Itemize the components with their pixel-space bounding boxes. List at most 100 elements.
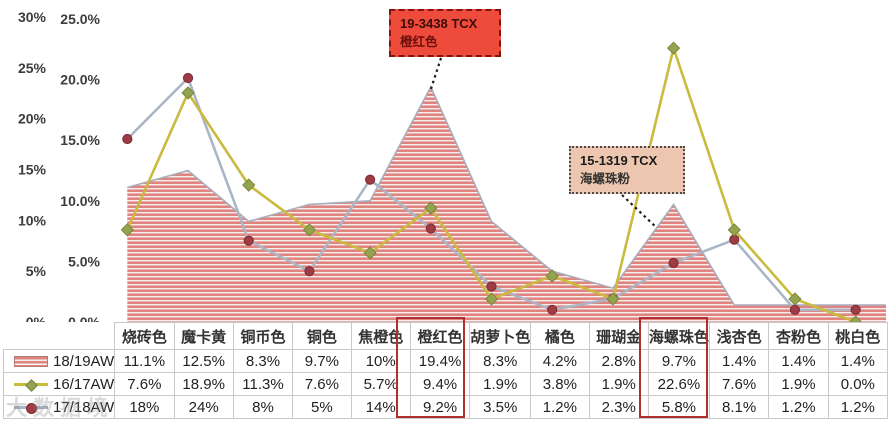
table-row: 17/18AW 18% 24% 8% 5% 14% 9.2% 3.5% 1.2% 2.3% 5.8%… [2,395,888,419]
marker-17-18AW [850,304,861,315]
category-header: 浅杏色 [708,322,770,350]
area-series-18-19aw [127,86,887,323]
y-axis-primary-tick: 30% [18,9,47,25]
table-cell: 5.8% [647,395,710,419]
y-axis-secondary-tick: 15.0% [60,132,100,148]
y-axis-secondary-tick: 25.0% [60,11,100,27]
legend-label: 18/19AW [53,352,115,370]
table-row: 18/19AW 11.1% 12.5% 8.3% 9.7% 10% 19.4% 8.3% 4.2… [2,349,888,373]
table-cell: 5.7% [350,372,411,396]
table-cell: 2.8% [588,349,649,373]
table-cell: 0.0% [827,372,888,396]
category-header: 海螺珠色 [647,322,710,350]
table-cell: 9.7% [292,349,352,373]
category-header: 橙红色 [409,322,471,350]
table-corner-cell [3,322,116,350]
table-cell: 1.4% [827,349,888,373]
series-data-table: 烧砖色 魔卡黄 铜币色 铜色 焦橙色 橙红色 胡萝卜色 橘色 珊瑚金 海螺珠色 浅杏色 杏粉色 桃白色 1… [2,322,888,419]
table-cell: 9.4% [409,372,471,396]
marker-17-18AW [122,133,133,145]
table-cell: 8.3% [469,349,532,373]
category-header: 胡萝卜色 [469,322,532,350]
table-cell: 2.3% [588,395,649,419]
category-header: 铜币色 [232,322,294,350]
table-cell: 18% [114,395,175,419]
table-cell: 8.3% [232,349,294,373]
legend-swatch-line [14,402,48,414]
legend-swatch-line [14,378,48,392]
category-header: 烧砖色 [114,322,175,350]
marker-16-17AW [363,246,377,260]
table-cell: 11.1% [114,349,175,373]
callout-connector-1 [621,194,658,229]
table-cell: 9.7% [647,349,710,373]
marker-16-17AW [545,269,559,283]
table-cell: 7.6% [708,372,770,396]
table-cell: 1.4% [768,349,829,373]
table-cell: 19.4% [409,349,471,373]
table-cell: 12.5% [173,349,234,373]
category-header: 橘色 [530,322,590,350]
category-header: 杏粉色 [768,322,829,350]
marker-17-18AW [486,281,497,292]
legend-label: 17/18AW [53,398,115,416]
pantone-color-name: 橙红色 [400,35,438,49]
pantone-color-name: 海螺珠粉 [580,172,631,186]
legend-label: 16/17AW [53,375,115,393]
table-cell: 8.1% [708,395,770,419]
table-cell: 22.6% [647,372,710,396]
marker-17-18AW [668,257,679,269]
table-cell: 7.6% [292,372,352,396]
callout-orange-red: 19-3438 TCX 橙红色 [389,9,501,57]
category-header: 焦橙色 [350,322,411,350]
pantone-code: 19-3438 TCX [400,16,478,31]
marker-16-17AW [424,201,438,215]
callout-conch-pearl-pink: 15-1319 TCX 海螺珠粉 [569,146,685,194]
marker-17-18AW [365,174,376,185]
marker-16-17AW [666,41,681,55]
legend-swatch-area [14,355,48,367]
y-axis-primary-tick: 20% [18,111,47,127]
marker-16-17AW [606,292,620,306]
marker-16-17AW [120,223,134,237]
marker-17-18AW [789,304,801,315]
y-axis-secondary-tick: 5.0% [68,253,100,269]
y-axis-primary-tick: 10% [18,212,47,228]
y-axis-primary-tick: 5% [26,263,47,279]
marker-16-17AW [727,223,741,237]
legend-item: 18/19AW [2,349,116,373]
table-cell: 5% [292,395,352,419]
table-cell: 10% [350,349,411,373]
table-cell: 24% [173,395,234,419]
marker-16-17AW [242,178,256,192]
marker-17-18AW [425,223,436,234]
table-cell: 1.4% [708,349,770,373]
table-cell: 14% [350,395,411,419]
table-cell: 9.2% [409,395,471,419]
table-cell: 1.2% [530,395,590,419]
table-cell: 18.9% [173,372,234,396]
category-header: 魔卡黄 [173,322,234,350]
y-axis-secondary-tick: 20.0% [60,72,100,88]
y-axis-primary-tick: 25% [18,60,47,76]
y-axis-primary-tick: 15% [18,162,47,178]
table-cell: 1.9% [768,372,829,396]
marker-17-18AW [182,72,194,84]
table-cell: 1.2% [827,395,888,419]
category-header: 桃白色 [827,322,888,350]
table-cell: 4.2% [530,349,590,373]
area-series-edge [127,85,886,306]
table-cell: 3.8% [530,372,590,396]
callout-connector-0 [428,57,443,93]
marker-16-17AW [484,292,499,306]
table-cell: 8% [232,395,294,419]
marker-16-17AW [302,223,317,237]
marker-16-17AW [181,86,195,100]
marker-17-18AW [243,235,254,246]
legend-item: 17/18AW [2,395,116,419]
table-cell: 1.9% [588,372,649,396]
table-cell: 1.9% [469,372,532,396]
marker-17-18AW [547,304,558,315]
y-axis-secondary-tick: 10.0% [60,193,100,209]
